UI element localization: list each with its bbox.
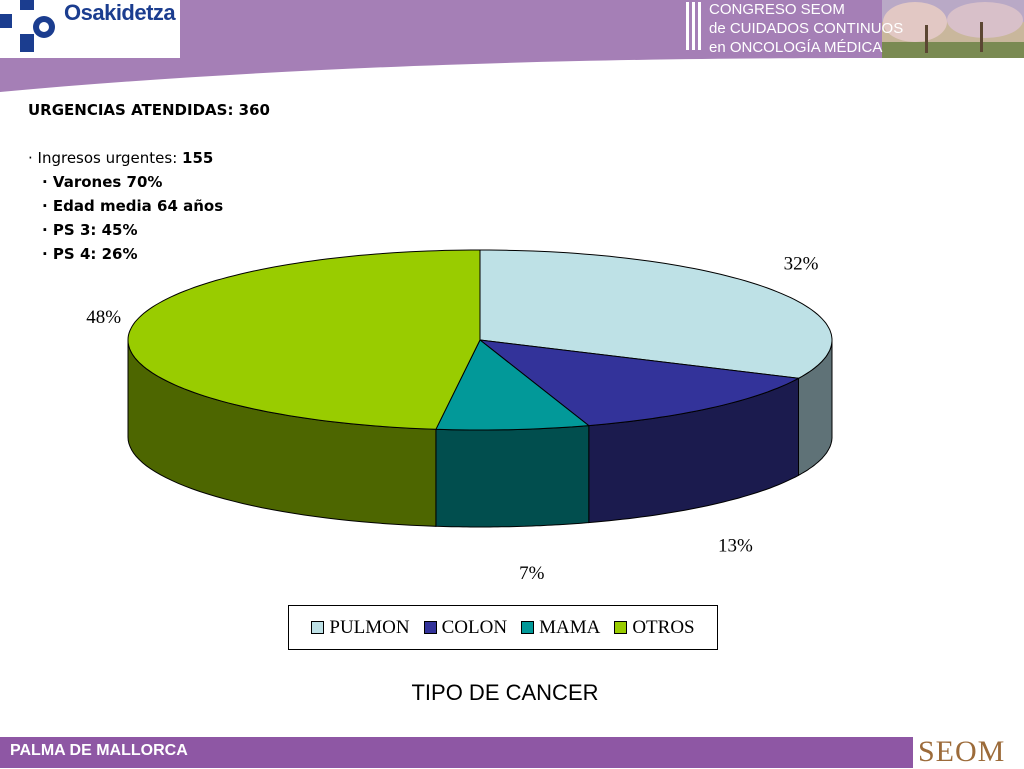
- legend-item-otros: OTROS: [614, 616, 695, 639]
- pie-slice-otros: [127, 249, 481, 430]
- legend-swatch-otros: [614, 621, 628, 634]
- seom-logo-text: SEOM: [918, 735, 1006, 768]
- pie-slice-colon: [478, 339, 801, 427]
- chart-legend: PULMON COLON MAMA OTROS: [288, 605, 718, 650]
- legend-swatch-mama: [521, 621, 535, 634]
- detail-item: · Varones 70%: [42, 173, 163, 191]
- legend-swatch-colon: [423, 621, 437, 634]
- legend-label-otros: OTROS: [632, 616, 695, 638]
- detail-item: · Edad media 64 años: [42, 197, 224, 215]
- footer-bar: PALMA DE MALLORCA: [0, 737, 1024, 768]
- congress-line: de CUIDADOS CONTINUOS: [709, 20, 904, 37]
- chart-title: TIPO DE CANCER: [411, 680, 599, 705]
- data-label-pulmon: 32%: [784, 254, 819, 275]
- header: Osakidetza CONGRESO SEOM de CUIDADOS CON…: [0, 0, 1024, 100]
- ingresos-line: · Ingresos urgentes: 155: [28, 146, 270, 170]
- pie-chart: 32% 13% 7% 48%: [86, 249, 833, 584]
- congress-line: en ONCOLOGÍA MÉDICA: [709, 39, 883, 56]
- congress-line: CONGRESO SEOM: [709, 1, 845, 18]
- seom-logo: SEOM: [913, 735, 1024, 768]
- header-photo: [882, 0, 1024, 58]
- pie-side-mama: [435, 425, 590, 528]
- congress-logo-bars-icon: [686, 2, 701, 50]
- info-text-block: URGENCIAS ATENDIDAS: 360 · Ingresos urge…: [28, 98, 270, 266]
- legend-label-pulmon: PULMON: [329, 616, 410, 638]
- legend-item-mama: MAMA: [521, 617, 600, 639]
- data-label-colon: 13%: [718, 535, 753, 556]
- footer-location: PALMA DE MALLORCA: [10, 742, 188, 759]
- urgencias-title: URGENCIAS ATENDIDAS: 360: [28, 101, 270, 119]
- osakidetza-logo-text: Osakidetza: [64, 0, 176, 25]
- ingresos-label: · Ingresos urgentes:: [28, 149, 183, 167]
- data-label-mama: 7%: [519, 563, 545, 584]
- pie-slice-pulmon: [479, 249, 833, 379]
- detail-item: · PS 3: 45%: [42, 221, 138, 239]
- legend-swatch-pulmon: [311, 621, 325, 634]
- pie-slice-mama: [435, 339, 591, 431]
- ingresos-value: 155: [182, 149, 214, 167]
- osakidetza-logo-icon: [0, 0, 55, 52]
- header-background: [0, 0, 1024, 92]
- legend-item-colon: COLON: [423, 616, 508, 639]
- detail-item: · PS 4: 26%: [42, 245, 138, 263]
- legend-label-colon: COLON: [441, 616, 508, 638]
- congress-title: CONGRESO SEOM de CUIDADOS CONTINUOS en O…: [709, 0, 903, 57]
- legend-label-mama: MAMA: [539, 616, 601, 638]
- legend-item-pulmon: PULMON: [311, 616, 410, 639]
- data-label-otros: 48%: [86, 307, 121, 328]
